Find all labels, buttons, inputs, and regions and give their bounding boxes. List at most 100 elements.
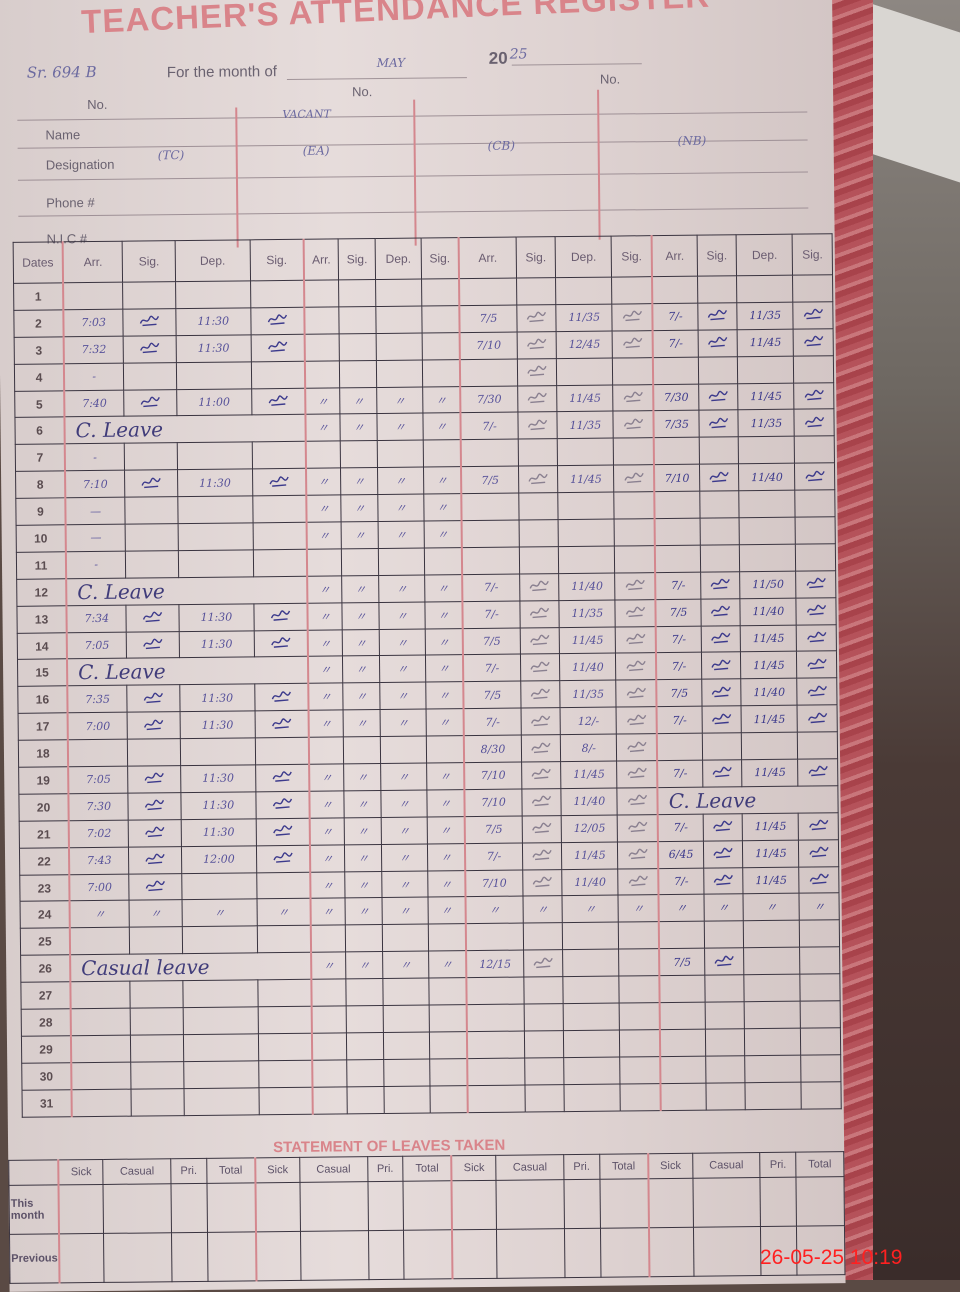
time-cell bbox=[377, 440, 424, 468]
attendance-grid: Dates Arr. Sig. Dep. Sig. Arr. Sig. Dep. Sig. Arr… bbox=[13, 233, 842, 1117]
time-cell bbox=[653, 437, 700, 465]
time-cell: 11/35 bbox=[559, 599, 616, 628]
time-cell: 11/40 bbox=[738, 463, 796, 491]
time-cell bbox=[652, 276, 698, 304]
column-header: Arr. bbox=[651, 235, 698, 277]
table-row: 2 7:03 11:30 7/5 11/35 7/- 11/35 bbox=[13, 301, 834, 338]
column-header: Arr. bbox=[62, 241, 123, 283]
signature-cell bbox=[794, 436, 835, 464]
time-cell: 〃 bbox=[309, 763, 345, 792]
signature-cell bbox=[252, 522, 307, 550]
signature-mark bbox=[794, 382, 834, 410]
signature-mark bbox=[256, 844, 311, 873]
signature-mark bbox=[703, 867, 744, 895]
signature-cell bbox=[257, 1006, 312, 1034]
time-cell bbox=[654, 491, 700, 519]
time-cell: 〃 bbox=[310, 898, 346, 926]
time-cell bbox=[304, 306, 340, 335]
leave-column-header: Pri. bbox=[367, 1156, 404, 1182]
time-cell: 〃 bbox=[307, 575, 343, 603]
signature-mark bbox=[251, 387, 306, 416]
signature-cell: 〃 bbox=[423, 493, 462, 522]
signature-mark bbox=[127, 684, 181, 713]
time-cell bbox=[739, 490, 796, 518]
time-cell: 〃 bbox=[381, 843, 428, 872]
time-cell: 〃 bbox=[307, 629, 343, 657]
date-cell: 22 bbox=[19, 847, 70, 875]
time-cell bbox=[744, 1028, 802, 1056]
time-cell: - bbox=[65, 551, 127, 579]
signature-cell: 〃 bbox=[256, 898, 311, 927]
time-cell: — bbox=[65, 524, 126, 552]
year-suffix: 25 bbox=[509, 46, 528, 63]
signature-mark bbox=[796, 597, 837, 625]
teacher-designation: (CB) bbox=[487, 138, 516, 153]
signature-mark bbox=[126, 631, 180, 659]
time-cell: 11/45 bbox=[742, 812, 799, 841]
time-cell: 〃 bbox=[378, 494, 424, 522]
time-cell bbox=[564, 1083, 621, 1112]
time-cell: 7:40 bbox=[64, 389, 125, 418]
time-cell bbox=[177, 442, 253, 470]
time-cell: 〃 bbox=[308, 683, 344, 711]
time-cell: 7/5 bbox=[464, 815, 523, 844]
time-cell: 11:30 bbox=[180, 791, 256, 820]
signature-cell: 〃 bbox=[425, 708, 465, 737]
signature-mark bbox=[516, 331, 557, 359]
signature-cell bbox=[255, 737, 310, 765]
signature-cell bbox=[519, 546, 559, 574]
time-cell: 〃 bbox=[311, 952, 346, 980]
leave-count-cell bbox=[563, 1179, 601, 1229]
leave-count-cell bbox=[206, 1182, 256, 1233]
signature-cell bbox=[131, 1088, 185, 1116]
signature-mark bbox=[793, 301, 834, 329]
signature-cell bbox=[704, 1001, 745, 1030]
time-cell: 7/10 bbox=[464, 762, 522, 790]
signature-mark bbox=[255, 818, 310, 846]
time-cell bbox=[467, 1030, 525, 1059]
time-cell bbox=[744, 1054, 802, 1083]
leave-count-cell bbox=[795, 1176, 845, 1227]
time-cell: 〃 bbox=[305, 387, 341, 415]
time-cell bbox=[177, 495, 253, 524]
time-cell bbox=[462, 546, 520, 575]
time-cell bbox=[743, 920, 800, 948]
background-paper bbox=[860, 0, 960, 183]
time-cell bbox=[378, 547, 425, 576]
column-header: Dep. bbox=[736, 234, 793, 276]
time-cell bbox=[384, 1085, 430, 1114]
time-cell bbox=[376, 359, 423, 388]
time-cell: 11:30 bbox=[175, 307, 251, 336]
leave-count-cell bbox=[103, 1232, 173, 1283]
signature-cell bbox=[346, 1005, 384, 1033]
time-cell: 〃 bbox=[381, 816, 428, 845]
no-label-3: No. bbox=[599, 71, 621, 87]
signature-cell bbox=[429, 1058, 468, 1086]
signature-mark bbox=[697, 302, 738, 330]
designation-label: Designation bbox=[45, 156, 115, 173]
signature-cell bbox=[429, 1031, 468, 1059]
signature-mark bbox=[615, 626, 657, 654]
time-cell bbox=[466, 1004, 525, 1032]
time-cell: 〃 bbox=[181, 899, 258, 927]
date-cell: 23 bbox=[19, 874, 70, 902]
time-cell: 〃 bbox=[305, 414, 341, 442]
time-cell: 11/45 bbox=[741, 705, 798, 733]
time-cell: 6/45 bbox=[658, 840, 704, 869]
signature-mark bbox=[612, 303, 653, 331]
leave-column-header: Casual bbox=[102, 1158, 172, 1185]
signature-cell bbox=[704, 974, 745, 1003]
time-cell bbox=[466, 923, 524, 951]
signature-cell: 〃 bbox=[341, 575, 380, 603]
time-cell: 11/40 bbox=[558, 572, 616, 601]
signature-cell bbox=[252, 495, 307, 523]
no-label-1: No. bbox=[87, 96, 108, 113]
time-cell: 11:30 bbox=[179, 630, 255, 659]
date-cell: 13 bbox=[16, 605, 67, 633]
time-cell: 〃 bbox=[307, 602, 343, 630]
signature-cell bbox=[427, 924, 467, 952]
time-cell: 7/10 bbox=[465, 869, 523, 898]
signature-cell bbox=[614, 491, 655, 520]
column-header: Sig. bbox=[792, 233, 833, 276]
serial-handwritten: Sr. 694 B bbox=[26, 62, 97, 82]
